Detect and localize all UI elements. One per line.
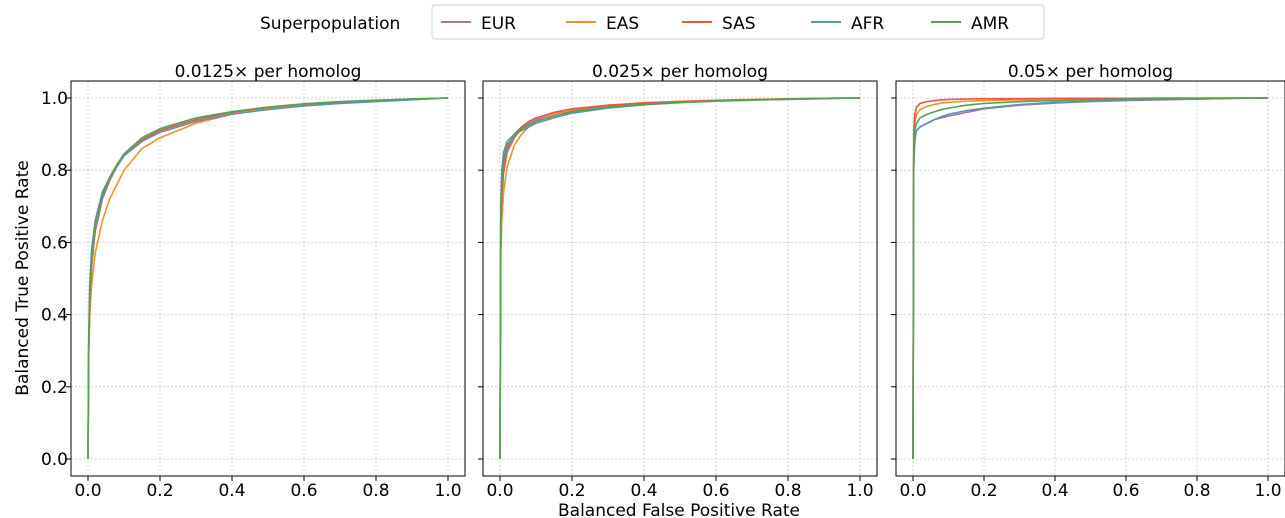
x-tick-label: 0.4 [630,481,657,501]
axes-frame [895,80,1285,477]
series-afr [499,97,861,460]
x-tick-label: 0.2 [970,481,997,501]
x-tick-label: 0.6 [1112,481,1139,501]
series-eas [87,97,449,460]
grid [483,81,877,476]
legend-item-sas: SAS [682,14,756,34]
x-tick-label: 0.8 [1183,481,1210,501]
series-sas [499,97,861,460]
x-tick-label: 0.4 [218,481,245,501]
legend-label: SAS [722,14,756,34]
legend-label: EUR [481,14,516,34]
series-amr [87,97,449,460]
x-tick-label: 0.8 [362,481,389,501]
curves [499,97,861,460]
x-tick-label: 0.0 [899,481,926,501]
legend-item-afr: AFR [811,14,884,34]
series-amr [912,97,1269,460]
y-tick-label: 0.0 [41,450,68,470]
x-tick-label: 1.0 [434,481,461,501]
panel-title: 0.05× per homolog [1008,62,1173,82]
legend-label: AMR [971,14,1009,34]
series-eur [499,97,861,460]
y-tick-label: 1.0 [41,89,68,109]
series-sas [912,97,1268,460]
x-tick-label: 0.6 [702,481,729,501]
x-tick-label: 1.0 [846,481,873,501]
legend-item-amr: AMR [931,14,1009,34]
curves [87,97,449,460]
legend-box [431,4,1045,40]
grid [896,81,1285,476]
series-eas [912,97,1268,460]
y-tick-label: 0.4 [41,306,68,326]
axes-frame [70,80,466,477]
x-tick-label: 0.0 [74,481,101,501]
legend: Superpopulation EUR EAS SAS AFR AMR [260,4,1045,40]
panel-title: 0.0125× per homolog [175,62,362,82]
x-tick-label: 0.8 [774,481,801,501]
panel-title: 0.025× per homolog [592,62,768,82]
legend-title: Superpopulation [260,14,400,34]
series-amr [499,97,861,460]
series-afr [912,97,1269,460]
x-tick-label: 0.2 [146,481,173,501]
legend-item-eur: EUR [441,14,516,34]
x-tick-label: 0.4 [1041,481,1068,501]
y-tick-label: 0.8 [41,161,68,181]
legend-item-eas: EAS [566,14,639,34]
grid [71,81,465,476]
x-axis-label: Balanced False Positive Rate [558,501,800,518]
y-axis-label: Balanced True Positive Rate [13,160,33,395]
series-eur [912,97,1269,460]
y-tick-label: 0.2 [41,378,68,398]
x-tick-label: 0.0 [486,481,513,501]
series-sas [87,97,449,460]
panel-2: 0.025× per homolog 0.0 0.2 0.4 0.6 0.8 1.0 [478,62,878,501]
legend-label: EAS [606,14,639,34]
series-afr [87,97,449,460]
series-eas [499,97,861,460]
x-tick-label: 1.0 [1254,481,1281,501]
series-eur [87,97,449,460]
curves [912,97,1269,460]
y-tick-label: 0.6 [41,233,68,253]
panel-3: 0.05× per homolog 0.0 0.2 0.4 0.6 0.8 1.0 [891,62,1285,501]
x-tick-label: 0.6 [290,481,317,501]
legend-label: AFR [851,14,884,34]
x-tick-label: 0.2 [558,481,585,501]
axes-frame [482,80,878,477]
panel-1: 0.0125× per homolog 0.0 0.2 0.4 0.6 0.8 1.0 0.0… [41,62,466,501]
